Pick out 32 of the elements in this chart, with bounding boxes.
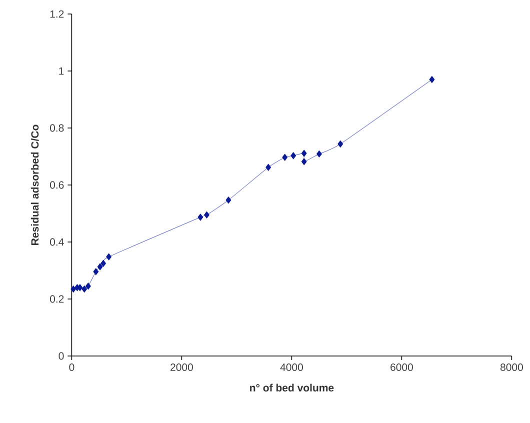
point: [301, 158, 307, 166]
point: [429, 76, 435, 84]
point: [82, 286, 88, 293]
point: [100, 260, 106, 267]
point: [97, 263, 103, 270]
point: [106, 253, 112, 260]
y-tick-label: 0.8: [50, 124, 64, 132]
x-tick-label: 4000: [280, 364, 303, 371]
y-tick-label: 1: [59, 67, 64, 75]
point: [198, 214, 204, 221]
point: [301, 150, 307, 157]
x-tick-label: 8000: [500, 364, 523, 371]
x-tick-label: 6000: [390, 364, 413, 371]
point: [204, 211, 210, 218]
y-tick-label: 0.6: [50, 181, 64, 189]
x-tick-label: 2000: [170, 364, 193, 371]
point: [93, 268, 99, 276]
point: [70, 286, 76, 293]
point: [338, 140, 344, 148]
x-tick-label: 0: [69, 364, 74, 371]
point: [290, 152, 296, 160]
y-tick-label: 0: [58, 352, 64, 360]
y-tick-label: 0.2: [50, 295, 64, 303]
point: [316, 150, 322, 158]
y-tick-label: 1.2: [50, 10, 64, 18]
point: [226, 196, 232, 204]
x-axis-title: n° of bed volume: [250, 384, 334, 392]
point: [266, 164, 272, 171]
y-tick-label: 0.4: [50, 238, 64, 246]
point: [282, 154, 288, 161]
point: [86, 282, 91, 290]
y-axis-title: Residual adsorbed C/Co: [30, 124, 39, 245]
